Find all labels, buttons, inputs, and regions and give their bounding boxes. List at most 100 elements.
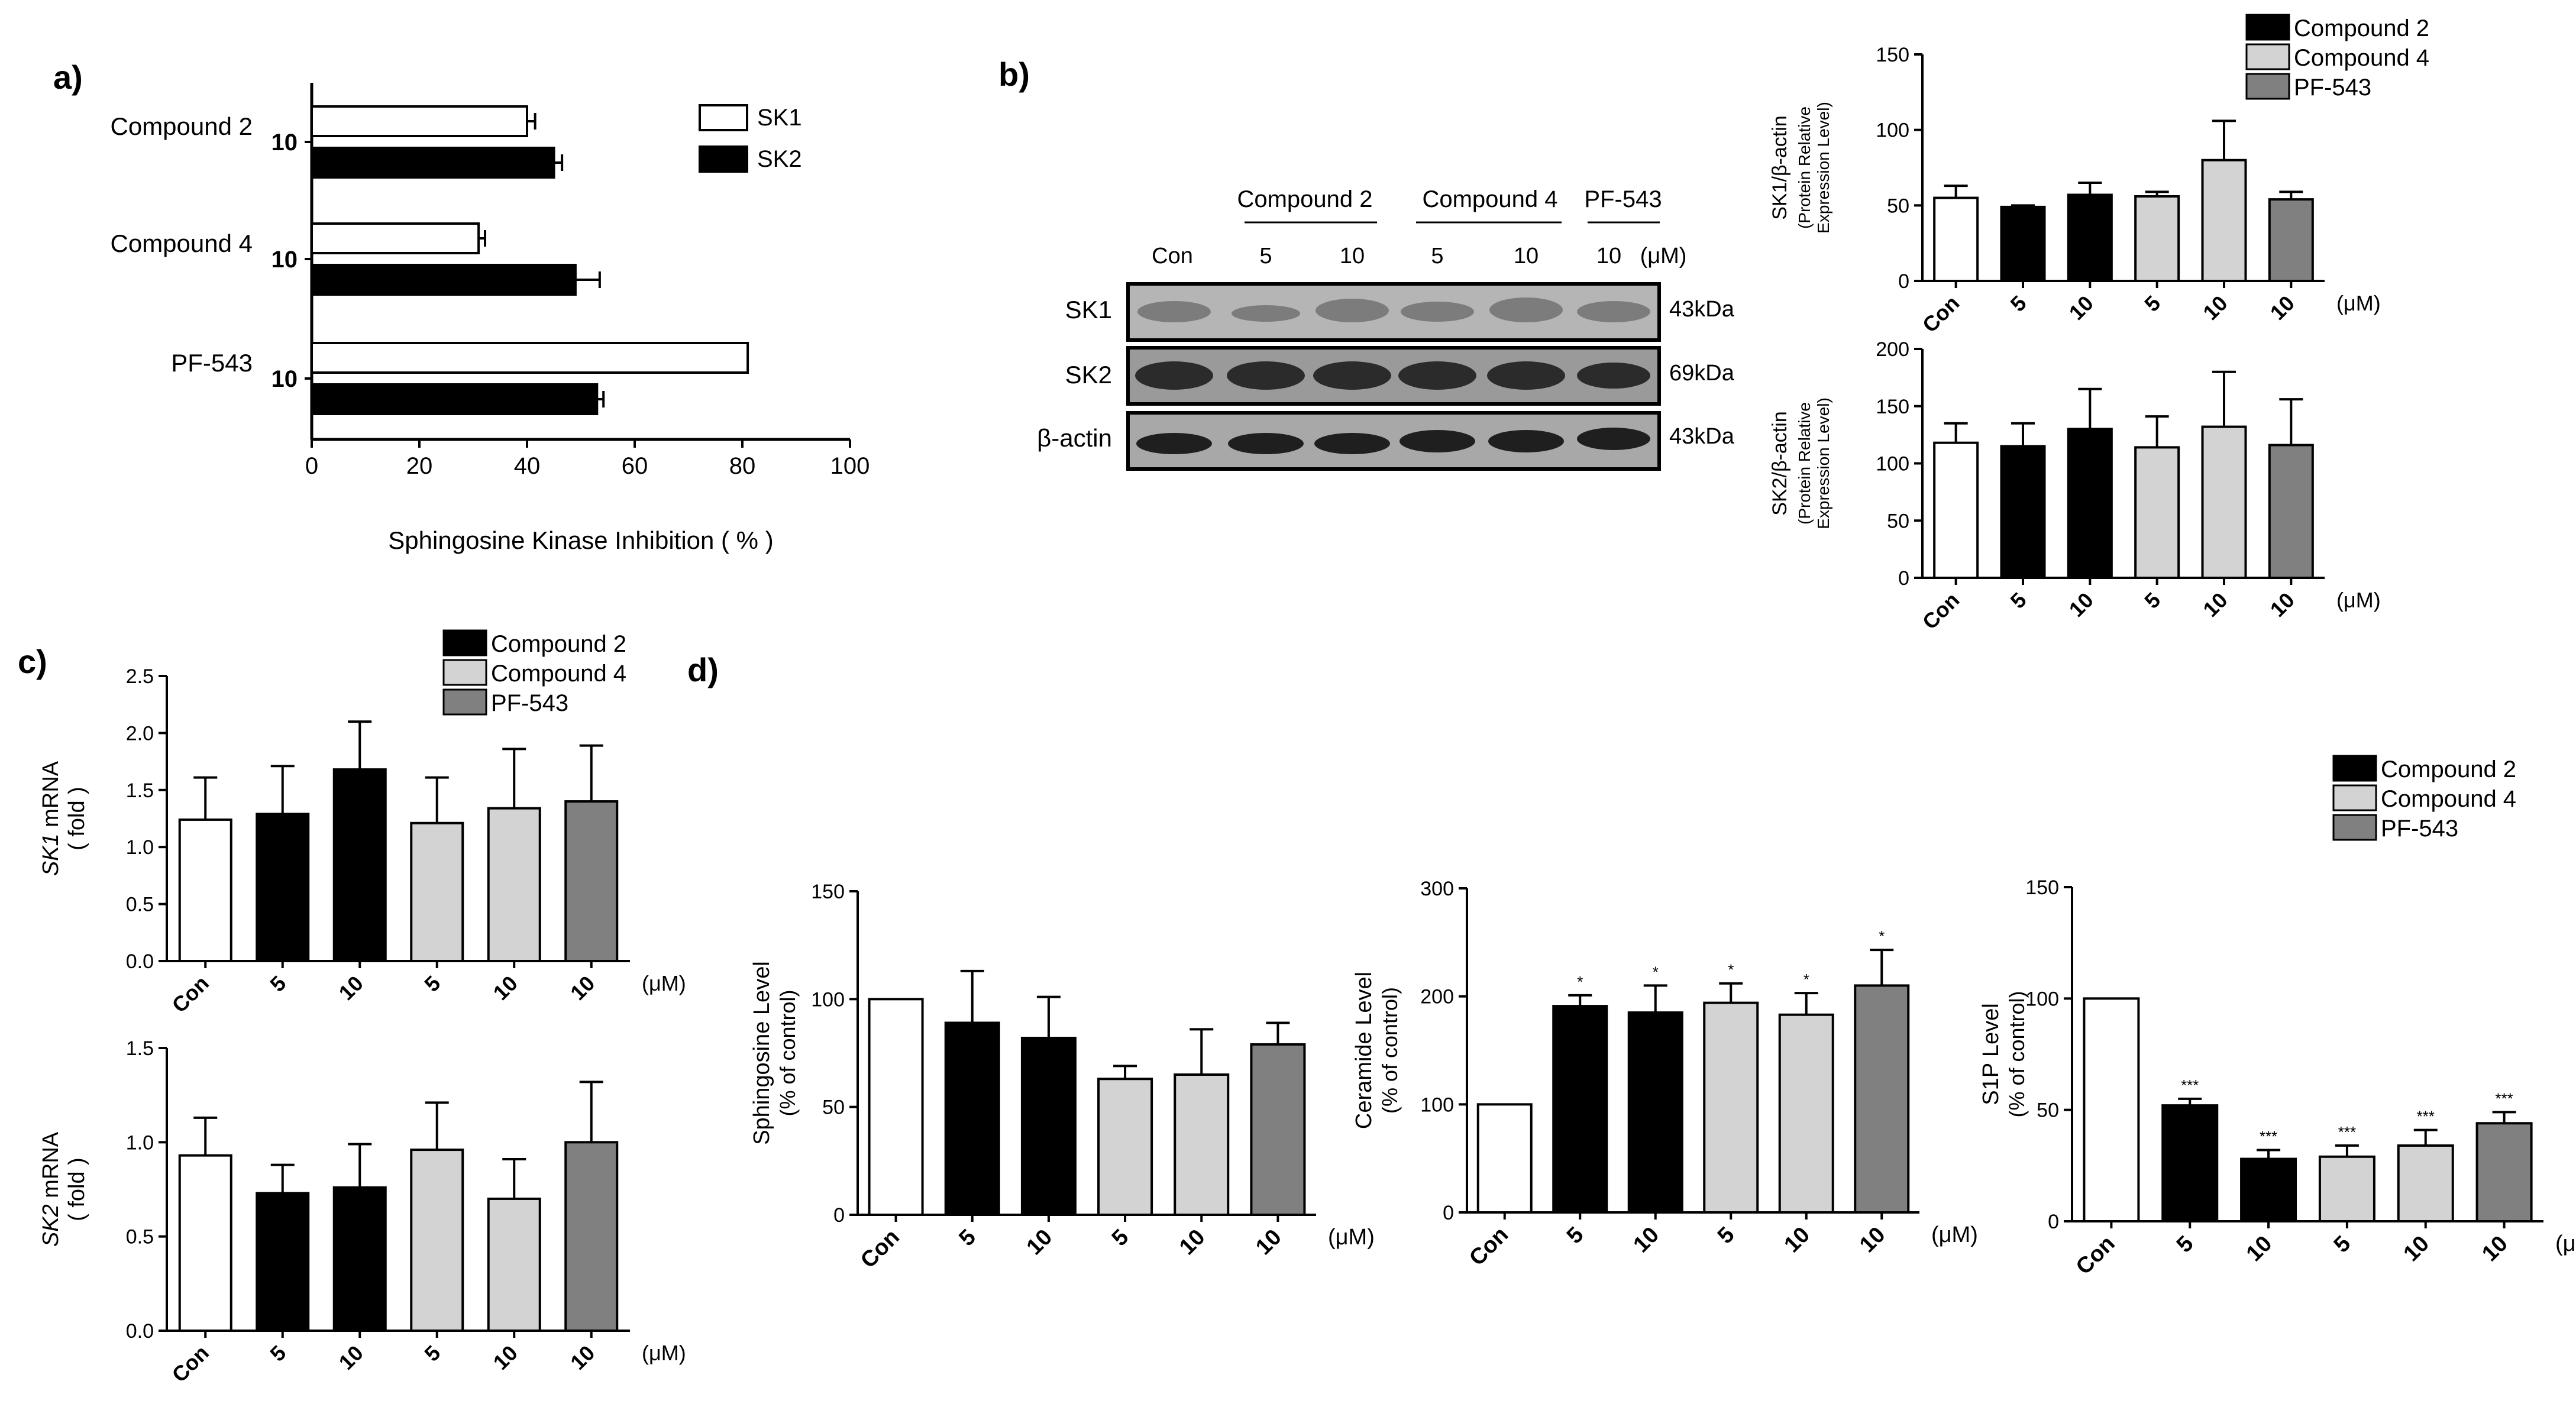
- significance-mark: ***: [2495, 1089, 2513, 1107]
- y-tick-label: 150: [811, 881, 845, 903]
- bar: [944, 1021, 1000, 1216]
- significance-mark: ***: [2181, 1076, 2199, 1094]
- bar: [332, 1186, 387, 1332]
- blot-kda-actin: 43kDa: [1669, 424, 1735, 449]
- y-tick-label: 1.5: [126, 1037, 154, 1060]
- bar: [2134, 446, 2180, 579]
- y-axis-label: Sphingosine Level: [749, 961, 774, 1145]
- blot-lane-con: Con: [1152, 244, 1193, 269]
- x-unit-label: (μM): [1931, 1222, 1978, 1247]
- bar: [2161, 1104, 2219, 1222]
- panel-label-d: d): [687, 651, 719, 688]
- x-tick-label: 10: [1629, 1222, 1664, 1258]
- legend-label: SK2: [757, 146, 802, 172]
- x-tick-label: 10: [489, 971, 522, 1005]
- bar: [2201, 425, 2247, 580]
- x-tick-label: Con: [167, 1341, 213, 1387]
- bar: [410, 1149, 464, 1332]
- legend-swatch-compound2: [2332, 755, 2377, 782]
- legend-label: SK1: [757, 105, 802, 131]
- blot-row-label-actin: β-actin: [1037, 424, 1112, 452]
- x-tick-label: 5: [265, 971, 290, 997]
- legend-swatch: [699, 145, 748, 173]
- x-tick-label: 20: [406, 453, 433, 479]
- chart-c_top: 0.0 0.5 1.0 1.5 2.0 2.5 Con 5 10 5 10 10 (μM) SK1 mRN…: [38, 665, 686, 1017]
- bar: [410, 821, 464, 963]
- y-axis-label-italic: SK1: [38, 833, 63, 876]
- x-tick-label: 10: [2198, 291, 2232, 325]
- x-tick-label: 5: [1713, 1222, 1740, 1249]
- bar: [1250, 1043, 1306, 1216]
- x-tick-label: 5: [1562, 1222, 1589, 1249]
- chart-d2: 0 100 200 300 Con 5 * 10 * 5 * 10 * 10 * (μM) Ceramide L…: [1352, 878, 1978, 1271]
- x-tick-label: 10: [489, 1341, 522, 1374]
- legend-label-pf543: PF-543: [2381, 816, 2458, 842]
- y-tick-label: 150: [2025, 876, 2059, 899]
- x-tick-label: 5: [419, 1341, 445, 1366]
- blot-bands-sk2: [1135, 361, 1650, 390]
- x-tick-label: 10: [1780, 1222, 1815, 1258]
- x-tick-label: 10: [2265, 588, 2299, 622]
- y-tick-label: 1.0: [126, 836, 154, 859]
- bar: [2201, 159, 2247, 282]
- x-tick-label: Con: [2071, 1231, 2120, 1280]
- x-unit-label: (μM): [2336, 291, 2381, 315]
- blot-lane-c4-5: 5: [1431, 244, 1443, 269]
- x-unit-label: (μM): [1328, 1225, 1375, 1250]
- x-tick-label: 10: [565, 1341, 599, 1374]
- y-axis-label: SK2/β-actin: [1769, 411, 1791, 515]
- x-tick-label: 5: [2139, 291, 2165, 316]
- x-tick-label: 10: [2477, 1231, 2513, 1267]
- y-tick-label: 10: [272, 366, 298, 392]
- bar: [311, 222, 480, 254]
- y-tick-label: 50: [1887, 510, 1909, 532]
- blot-kda-sk1: 43kDa: [1669, 297, 1735, 322]
- y-tick-label: 0: [1898, 270, 1909, 293]
- panel-label-a: a): [53, 59, 83, 96]
- legend-swatch-pf543: [2332, 814, 2377, 841]
- category-label: Compound 4: [111, 229, 253, 257]
- bar: [311, 105, 528, 137]
- x-tick-label: 10: [1251, 1225, 1287, 1260]
- bar: [178, 818, 232, 962]
- significance-mark: ***: [2417, 1108, 2435, 1125]
- y-tick-label: 0: [1443, 1202, 1454, 1224]
- panel-label-c: c): [18, 643, 47, 680]
- panel-label-b: b): [998, 56, 1030, 93]
- y-tick-label: 100: [811, 988, 845, 1011]
- y-tick-label: 200: [1876, 338, 1909, 361]
- legend-label-pf543: PF-543: [2294, 75, 2371, 101]
- bar: [1174, 1073, 1230, 1217]
- legend-swatch-compound2: [2245, 14, 2290, 41]
- x-unit-label: (μM): [2336, 588, 2381, 612]
- bar: [487, 1197, 541, 1332]
- legend-label-compound4: Compound 4: [491, 661, 626, 687]
- x-tick-label: 10: [565, 971, 599, 1005]
- x-tick-label: 5: [2329, 1231, 2356, 1258]
- y-tick-label: 2.0: [126, 722, 154, 745]
- blot-group-compound4: Compound 4: [1422, 186, 1557, 212]
- bar: [256, 1192, 310, 1332]
- significance-mark: *: [1577, 973, 1583, 991]
- legend-swatch-compound4: [2245, 43, 2290, 70]
- y-tick-label: 0.0: [126, 1320, 154, 1343]
- bar: [2475, 1122, 2533, 1223]
- y-tick-label: 150: [1876, 396, 1909, 418]
- blot-lane-unit: (μM): [1640, 244, 1687, 269]
- y-axis-label: S1P Level: [1979, 1003, 2003, 1105]
- blot-lane-c2-10: 10: [1340, 244, 1365, 269]
- category-label: PF-543: [171, 349, 253, 377]
- x-tick-label: 10: [2399, 1231, 2435, 1267]
- bar: [2397, 1144, 2454, 1223]
- y-axis-label: SK1 mRNA: [38, 761, 63, 876]
- y-axis-label-rest: mRNA: [38, 761, 63, 833]
- x-tick-label: 5: [954, 1225, 981, 1251]
- x-tick-label: 10: [2064, 291, 2098, 325]
- y-tick-label: 50: [1887, 195, 1909, 217]
- x-tick-label: Con: [856, 1225, 904, 1273]
- bar: [1552, 1005, 1608, 1214]
- significance-mark: *: [1728, 961, 1734, 979]
- x-tick-label: 5: [2006, 588, 2031, 613]
- bar: [564, 800, 619, 962]
